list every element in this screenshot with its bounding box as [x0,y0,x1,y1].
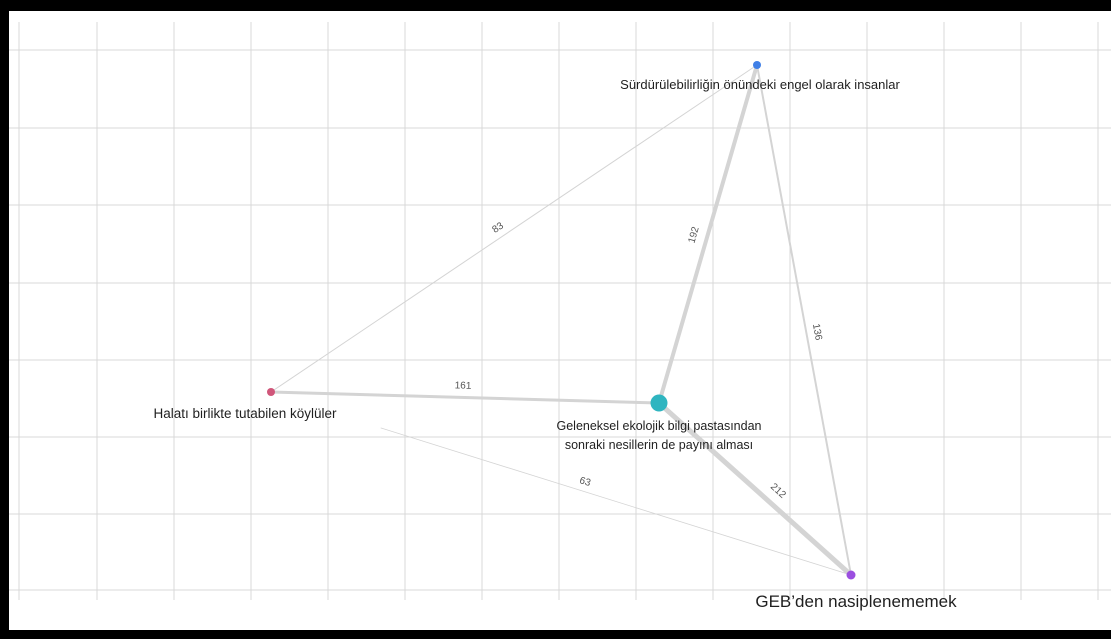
edge-weight-label: 136 [810,323,824,342]
edge-n2-n1 [270,64,758,393]
node-label-geb-share-line-2: sonraki nesillerin de payını alması [565,438,753,452]
edge-n3-n4 [656,400,854,578]
node-geb-missing[interactable] [846,570,856,580]
node-label-villagers: Halatı birlikte tutabilen köylüler [153,406,337,421]
edge-n3-n1 [657,63,759,405]
nodes-layer [267,61,856,580]
node-label-sustainability-obstacle: Sürdürülebilirliğin önündeki engel olara… [620,77,900,92]
edges-layer [269,63,854,578]
edge-weight-label: 161 [455,380,472,391]
node-sustainability-obstacle[interactable] [753,61,761,69]
node-label-geb-missing: GEB’den nasiplenememek [755,592,957,611]
edge-n2-n3 [269,390,661,405]
node-villagers[interactable] [267,388,275,396]
edge-weight-label: 192 [687,225,702,245]
grid-lines [9,22,1111,600]
node-label-geb-share-line-1: Geleneksel ekolojik bilgi pastasından [557,419,762,433]
canvas-background [9,11,1111,630]
edge-n1-n4 [756,64,852,576]
node-labels-layer: Sürdürülebilirliğin önündeki engel olara… [153,77,957,611]
node-geb-share[interactable] [650,394,668,412]
edge-n2-n4 [380,427,852,576]
edge-weight-label: 63 [578,475,592,489]
